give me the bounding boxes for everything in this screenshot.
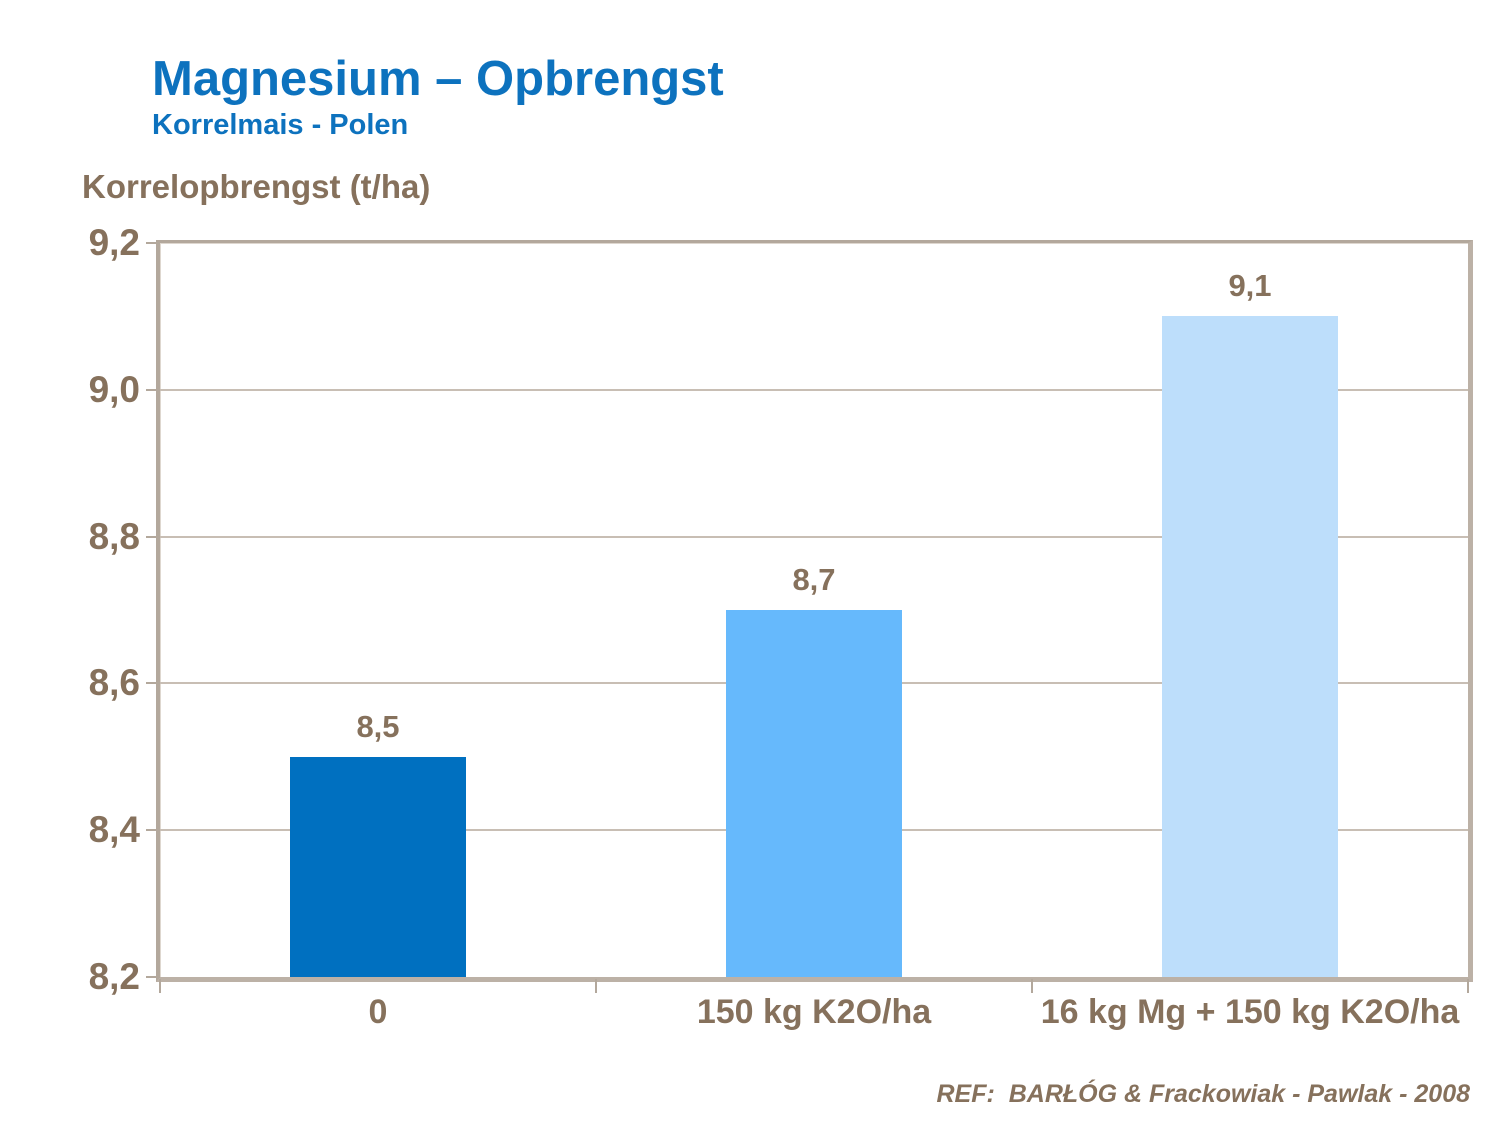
y-tick — [146, 976, 160, 978]
y-tick — [146, 535, 160, 538]
gridline — [160, 388, 1468, 391]
x-tick — [159, 979, 161, 993]
y-tick — [146, 829, 160, 832]
y-tick — [146, 242, 160, 244]
y-tick-label: 8,8 — [88, 515, 140, 557]
x-tick — [1031, 979, 1033, 993]
reference-text: REF: BARŁÓG & Frackowiak - Pawlak - 2008 — [936, 1080, 1471, 1108]
bar — [726, 610, 902, 977]
bar-value-label: 9,1 — [1228, 268, 1272, 303]
header: Magnesium – Opbrengst Korrelmais - Polen — [152, 52, 724, 142]
x-tick — [1467, 979, 1469, 993]
bar-value-label: 8,7 — [792, 562, 836, 597]
y-axis-title: Korrelopbrengst (t/ha) — [82, 168, 431, 205]
bar-value-label: 8,5 — [356, 709, 400, 744]
gridline — [160, 535, 1468, 538]
bar — [1162, 316, 1338, 977]
x-category-label: 150 kg K2O/ha — [696, 993, 932, 1031]
y-tick-label: 9,2 — [88, 222, 140, 263]
bar-chart-plot-area — [156, 240, 1473, 982]
page-title: Magnesium – Opbrengst — [152, 52, 724, 106]
y-tick-label: 8,4 — [88, 809, 140, 851]
x-tick — [595, 979, 597, 993]
x-category-label: 0 — [368, 993, 388, 1031]
y-tick-label: 8,6 — [88, 662, 140, 704]
y-tick — [146, 682, 160, 685]
y-tick-label: 8,2 — [88, 956, 140, 997]
x-category-label: 16 kg Mg + 150 kg K2O/ha — [1040, 993, 1460, 1031]
y-tick — [146, 388, 160, 391]
y-tick-label: 9,0 — [88, 368, 140, 410]
page-subtitle: Korrelmais - Polen — [152, 109, 409, 141]
bar — [290, 757, 466, 977]
